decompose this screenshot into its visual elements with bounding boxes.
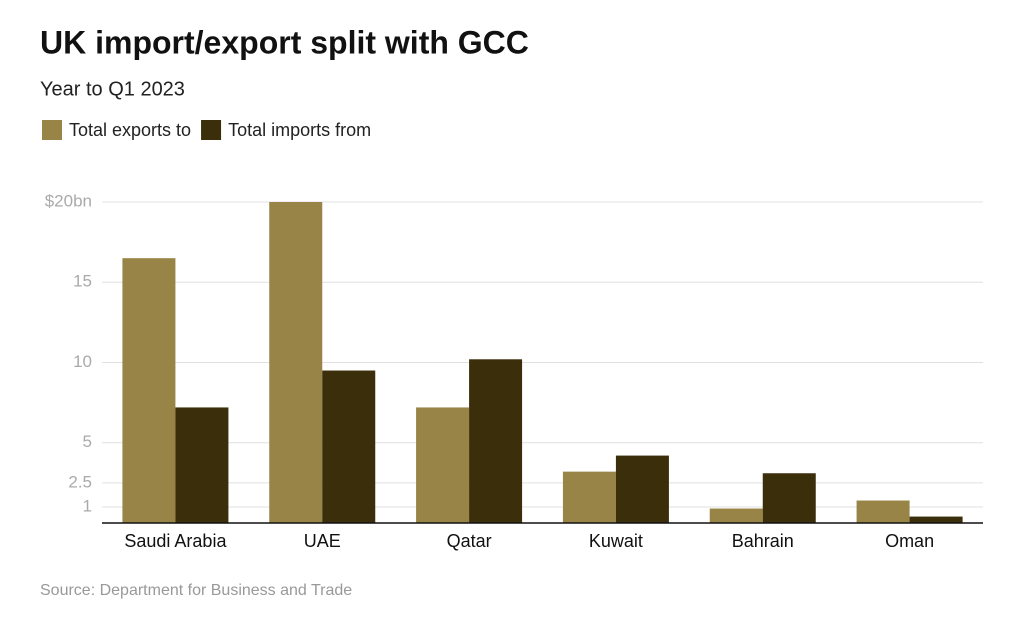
y-tick-label: 15 [73, 272, 92, 291]
bar [269, 202, 323, 523]
bar [322, 370, 376, 523]
bar [709, 508, 763, 523]
x-tick-label: Kuwait [589, 531, 643, 551]
x-tick-label: UAE [304, 531, 341, 551]
bar [909, 516, 963, 523]
x-tick-label: Qatar [447, 531, 492, 551]
x-tick-label: Oman [885, 531, 934, 551]
bar [856, 500, 910, 523]
y-tick-label: 1 [83, 496, 92, 515]
bar [469, 359, 523, 523]
legend-swatch [201, 120, 222, 140]
y-tick-label: $20bn [45, 191, 92, 210]
x-tick-label: Saudi Arabia [124, 531, 227, 551]
legend-label: Total imports from [228, 120, 371, 140]
bar [562, 471, 616, 523]
y-tick-label: 10 [73, 352, 92, 371]
bar [416, 407, 470, 523]
legend-swatch [42, 120, 62, 140]
bar [615, 455, 669, 523]
legend-label: Total exports to [69, 120, 191, 140]
bar [122, 258, 176, 523]
source: Source: Department for Business and Trad… [40, 582, 352, 599]
chart-subtitle: Year to Q1 2023 [40, 78, 185, 100]
chart-title: UK import/export split with GCC [40, 24, 529, 60]
x-tick-label: Bahrain [732, 531, 794, 551]
y-tick-label: 2.5 [68, 472, 92, 491]
y-tick-label: 5 [83, 432, 92, 451]
bar [175, 407, 229, 523]
bar [762, 473, 816, 523]
